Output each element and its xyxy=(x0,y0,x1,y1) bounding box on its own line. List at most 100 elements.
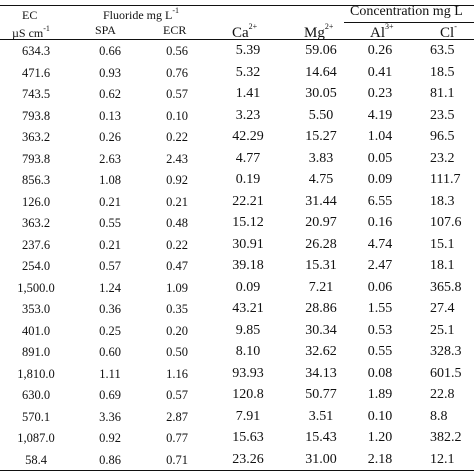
header-fluoride-unit-exp: -1 xyxy=(172,6,179,15)
table-row: 1,500.0 1.24 1.09 0.09 7.21 0.06 365.8 xyxy=(0,278,474,300)
cell-ec: 634.3 xyxy=(21,44,51,58)
cell-ec: 471.6 xyxy=(21,65,51,80)
cell-spa: 0.21 xyxy=(99,237,121,252)
cell-mg: 15.43 xyxy=(305,430,337,445)
cell-mg: 15.31 xyxy=(305,258,337,273)
cell-ec: 1,810.0 xyxy=(17,366,55,381)
cell-spa: 2.63 xyxy=(99,151,121,166)
header-ecr: ECR xyxy=(163,23,187,37)
cell-cl: 15.1 xyxy=(430,236,455,252)
cell-al: 0.41 xyxy=(367,64,393,80)
cell-al: 0.08 xyxy=(367,365,393,381)
cell-mg: 30.05 xyxy=(305,86,337,101)
cell-ca: 30.91 xyxy=(232,236,264,252)
table-bottom-rule xyxy=(0,470,474,471)
cell-mg: 14.64 xyxy=(305,64,337,80)
cell-al: 0.26 xyxy=(367,43,393,58)
cell-ecr: 0.76 xyxy=(166,65,188,80)
cell-mg: 15.27 xyxy=(305,129,337,144)
header-ca: Ca2+ xyxy=(232,22,258,41)
cell-al: 1.55 xyxy=(367,301,393,316)
cell-cl: 18.5 xyxy=(430,64,455,80)
header-concentration: Concentration mg L xyxy=(350,4,463,19)
header-ec-unit: µS cm-1 xyxy=(12,23,50,40)
cell-al: 0.10 xyxy=(367,408,393,424)
cell-cl: 23.5 xyxy=(430,107,455,123)
cell-cl: 328.3 xyxy=(430,344,462,359)
cell-spa: 0.62 xyxy=(99,87,121,101)
cell-al: 1.89 xyxy=(367,387,393,402)
header-ec: EC xyxy=(22,8,38,22)
cell-al: 2.18 xyxy=(367,451,393,467)
cell-spa: 3.36 xyxy=(99,409,121,424)
cell-ca: 39.18 xyxy=(232,258,264,273)
cell-mg: 28.86 xyxy=(305,301,337,316)
cell-ecr: 1.16 xyxy=(166,366,188,381)
header-cl: Cl- xyxy=(440,22,457,41)
cell-cl: 111.7 xyxy=(430,172,461,187)
cell-ec: 856.3 xyxy=(21,173,51,187)
cell-ec: 570.1 xyxy=(21,409,51,424)
cell-spa: 1.24 xyxy=(99,280,121,295)
table-row: 570.1 3.36 2.87 7.91 3.51 0.10 8.8 xyxy=(0,407,474,429)
cell-cl: 8.8 xyxy=(430,408,448,424)
cell-mg: 59.06 xyxy=(305,43,337,58)
table-row: 401.0 0.25 0.20 9.85 30.34 0.53 25.1 xyxy=(0,321,474,343)
cell-ca: 15.12 xyxy=(232,215,264,230)
cell-ec: 1,500.0 xyxy=(17,280,55,295)
cell-al: 4.19 xyxy=(367,107,393,123)
cell-mg: 26.28 xyxy=(305,236,337,252)
cell-ca: 4.77 xyxy=(235,150,261,166)
table-row: 630.0 0.69 0.57 120.8 50.77 1.89 22.8 xyxy=(0,385,474,407)
cell-spa: 0.60 xyxy=(99,345,121,359)
cell-al: 6.55 xyxy=(367,193,393,209)
cell-ecr: 0.56 xyxy=(166,44,188,58)
cell-ca: 23.26 xyxy=(232,451,264,467)
cell-cl: 18.1 xyxy=(430,258,455,273)
cell-spa: 0.13 xyxy=(99,108,121,123)
cell-al: 1.04 xyxy=(367,129,393,144)
cell-ecr: 2.43 xyxy=(166,151,188,166)
cell-cl: 96.5 xyxy=(430,129,455,144)
cell-ec: 363.2 xyxy=(21,216,51,230)
cell-cl: 22.8 xyxy=(430,387,455,402)
cell-ec: 237.6 xyxy=(21,237,51,252)
table-row: 126.0 0.21 0.21 22.21 31.44 6.55 18.3 xyxy=(0,192,474,214)
cell-mg: 34.13 xyxy=(305,365,337,381)
cell-cl: 382.2 xyxy=(430,430,462,445)
cell-ecr: 0.21 xyxy=(166,194,188,209)
cell-ca: 3.23 xyxy=(235,107,261,123)
cell-ecr: 0.10 xyxy=(166,108,188,123)
cell-spa: 0.69 xyxy=(99,388,121,402)
cell-ecr: 0.57 xyxy=(166,388,188,402)
cell-cl: 12.1 xyxy=(430,451,455,467)
cell-cl: 18.3 xyxy=(430,193,455,209)
concentration-span-rule xyxy=(344,22,474,23)
cell-spa: 0.36 xyxy=(99,302,121,316)
cell-al: 0.05 xyxy=(367,150,393,166)
table-row: 856.3 1.08 0.92 0.19 4.75 0.09 111.7 xyxy=(0,170,474,192)
header-cl-charge: - xyxy=(454,22,457,31)
cell-spa: 0.93 xyxy=(99,65,121,80)
cell-mg: 3.51 xyxy=(308,408,334,424)
cell-al: 0.16 xyxy=(367,215,393,230)
cell-ca: 9.85 xyxy=(235,322,261,338)
cell-ca: 1.41 xyxy=(235,86,261,101)
cell-spa: 0.86 xyxy=(99,452,121,467)
header-ca-charge: 2+ xyxy=(248,22,258,31)
cell-ecr: 0.47 xyxy=(166,259,188,273)
cell-mg: 3.83 xyxy=(308,150,334,166)
cell-ec: 353.0 xyxy=(21,302,51,316)
cell-ecr: 0.35 xyxy=(166,302,188,316)
table-top-rule xyxy=(0,5,474,6)
cell-ecr: 0.50 xyxy=(166,345,188,359)
table-row: 353.0 0.36 0.35 43.21 28.86 1.55 27.4 xyxy=(0,299,474,321)
table-row: 1,087.0 0.92 0.77 15.63 15.43 1.20 382.2 xyxy=(0,428,474,450)
cell-mg: 50.77 xyxy=(305,387,337,402)
cell-ca: 5.39 xyxy=(235,43,261,58)
cell-spa: 0.21 xyxy=(99,194,121,209)
cell-cl: 63.5 xyxy=(430,43,455,58)
cell-ca: 7.91 xyxy=(235,408,261,424)
cell-ca: 0.19 xyxy=(235,172,261,187)
